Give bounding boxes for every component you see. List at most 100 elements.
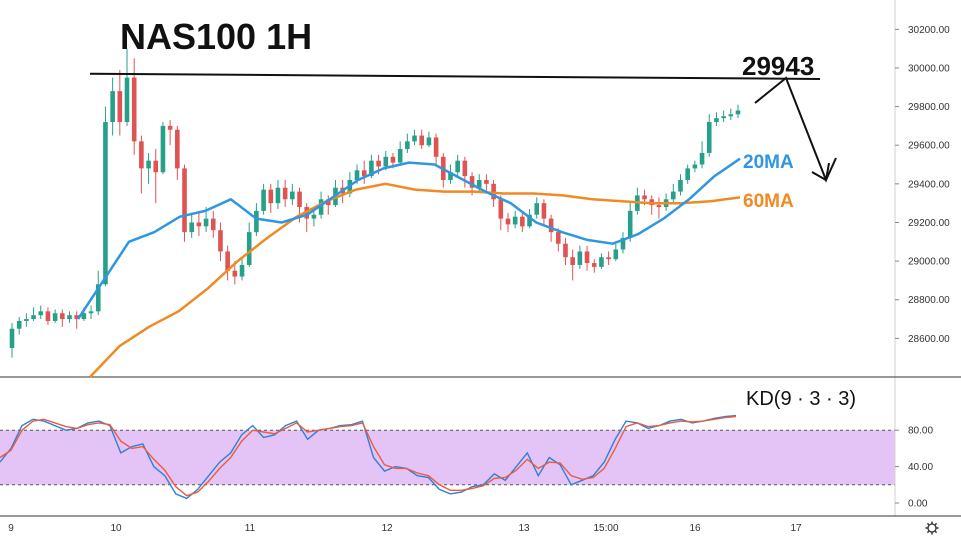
price-axis-label: 28600.00 bbox=[908, 334, 950, 345]
time-axis-label: 9 bbox=[8, 523, 14, 534]
chart-title: NAS100 1H bbox=[120, 16, 312, 57]
candle-body bbox=[426, 137, 432, 146]
candle-body bbox=[405, 141, 410, 150]
candle-body bbox=[160, 125, 166, 173]
ma20-line bbox=[76, 157, 741, 320]
time-axis-label: 10 bbox=[110, 523, 122, 534]
candle-body bbox=[225, 251, 230, 271]
candle-body bbox=[139, 141, 144, 169]
candle-body bbox=[433, 137, 439, 157]
candle-body bbox=[232, 270, 238, 277]
time-axis-label: 13 bbox=[518, 523, 530, 534]
candle-body bbox=[124, 77, 130, 123]
candle-body bbox=[153, 160, 159, 173]
kd-d-line bbox=[0, 415, 737, 497]
candle-body bbox=[95, 284, 101, 312]
kd-axis-label: 0.00 bbox=[908, 499, 928, 510]
gear-icon-tooth bbox=[934, 530, 938, 534]
candle-body bbox=[24, 319, 29, 321]
candle-body bbox=[254, 210, 259, 233]
ma20-label: 20MA bbox=[743, 152, 794, 173]
price-axis-label: 29800.00 bbox=[908, 102, 950, 113]
candle-body bbox=[462, 160, 468, 177]
candle-body bbox=[146, 160, 151, 169]
moving-average-layer bbox=[76, 157, 741, 378]
candle-body bbox=[167, 125, 173, 130]
kd-line-layer bbox=[0, 414, 737, 500]
candle-body bbox=[325, 199, 331, 206]
candle-body bbox=[311, 214, 317, 219]
candle-body bbox=[67, 315, 72, 320]
candle-body bbox=[131, 77, 137, 142]
candle-body bbox=[117, 91, 123, 123]
annotation-layer: NAS100 1H 29943 20MA 60MA KD(9 · 3 · 3) bbox=[89, 16, 856, 410]
gear-icon-tooth bbox=[926, 522, 930, 526]
candle-body bbox=[570, 257, 575, 265]
price-axis-label: 30200.00 bbox=[908, 25, 950, 36]
candle-body bbox=[577, 251, 583, 265]
candle-body bbox=[182, 168, 187, 233]
candle-body bbox=[563, 243, 568, 258]
candle-body bbox=[548, 218, 554, 233]
candle-body bbox=[555, 232, 561, 244]
candle-body bbox=[369, 160, 374, 177]
price-axis-label: 29200.00 bbox=[908, 218, 950, 229]
candle-body bbox=[505, 218, 511, 225]
candle-body bbox=[52, 313, 58, 321]
candle-body bbox=[728, 114, 734, 117]
candle-body bbox=[390, 156, 396, 163]
candle-body bbox=[383, 156, 389, 167]
candle-body bbox=[448, 172, 453, 180]
candle-body bbox=[620, 237, 626, 250]
candle-body bbox=[412, 135, 417, 142]
candle-body bbox=[491, 183, 496, 200]
candle-body bbox=[627, 210, 633, 238]
kd-k-line bbox=[0, 414, 737, 500]
candle-body bbox=[599, 257, 604, 267]
candle-body bbox=[275, 187, 281, 204]
kd-axis-label: 80.00 bbox=[908, 426, 933, 437]
kd-band-layer bbox=[0, 429, 895, 486]
candle-body bbox=[81, 313, 87, 320]
kd-axis-label: 40.00 bbox=[908, 462, 933, 473]
time-axis-label: 15:00 bbox=[593, 523, 618, 534]
candle-body bbox=[196, 222, 202, 227]
candle-body bbox=[354, 170, 360, 180]
gear-icon[interactable] bbox=[925, 521, 939, 535]
candle-body bbox=[735, 110, 741, 115]
candle-body bbox=[671, 191, 676, 200]
candle-body bbox=[210, 218, 216, 231]
candle-body bbox=[397, 149, 403, 163]
candle-body bbox=[591, 263, 597, 267]
kd-indicator-label: KD(9 · 3 · 3) bbox=[746, 388, 856, 410]
candle-body bbox=[534, 203, 540, 215]
candle-body bbox=[498, 199, 504, 219]
candle-body bbox=[103, 122, 108, 285]
candle-body bbox=[469, 176, 475, 188]
price-axis-label: 29000.00 bbox=[908, 257, 950, 268]
candle-body bbox=[246, 232, 252, 265]
candle-body bbox=[656, 205, 662, 208]
ma60-label: 60MA bbox=[743, 191, 794, 212]
time-axis-label: 17 bbox=[790, 523, 802, 534]
kd-band-fill bbox=[0, 430, 895, 485]
gear-icon-tooth bbox=[926, 530, 930, 534]
candle-body bbox=[376, 160, 381, 167]
candle-body bbox=[692, 164, 698, 169]
candle-body bbox=[678, 179, 683, 192]
candle-body bbox=[268, 189, 274, 204]
candle-body bbox=[60, 313, 65, 320]
candle-body bbox=[45, 311, 51, 321]
candle-body bbox=[9, 328, 15, 349]
candle-body bbox=[584, 251, 590, 264]
candle-body bbox=[261, 189, 266, 211]
candle-body bbox=[290, 191, 295, 200]
candle-body bbox=[714, 118, 719, 123]
candle-body bbox=[484, 179, 489, 184]
candle-body bbox=[685, 168, 690, 180]
candle-body bbox=[74, 315, 79, 320]
candle-body bbox=[282, 187, 288, 200]
candle-body bbox=[203, 218, 209, 227]
